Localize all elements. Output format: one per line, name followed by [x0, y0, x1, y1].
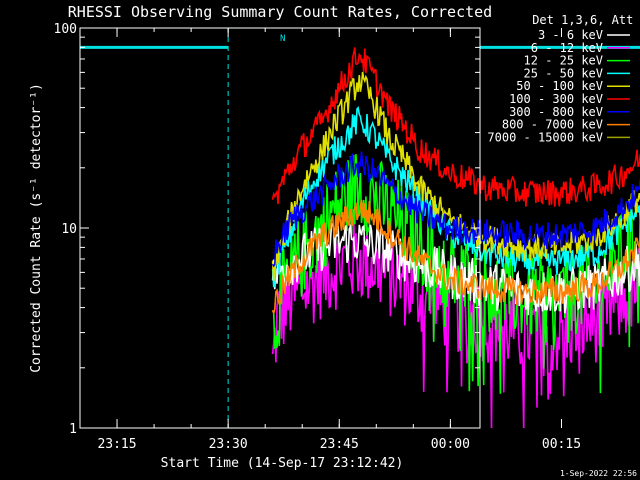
series-line-800-7000kev [271, 199, 640, 316]
series-line-100-300kev [271, 47, 640, 207]
series-line-3-6kev [271, 221, 640, 316]
series-line-25-50kev [271, 105, 640, 288]
y-axis-label: Corrected Count Rate (s⁻¹ detector⁻¹) [29, 83, 44, 373]
legend-label-4: 50 - 100 keV [516, 79, 603, 93]
legend-label-6: 300 - 800 keV [509, 105, 603, 119]
x-tick-label: 23:45 [320, 437, 359, 452]
legend-label-1: 6 - 12 keV [531, 41, 603, 55]
chart-title: RHESSI Observing Summary Count Rates, Co… [68, 3, 492, 21]
series-line-300-800kev [271, 151, 640, 268]
legend-label-2: 12 - 25 keV [524, 54, 603, 68]
x-tick-label: 00:15 [542, 437, 581, 452]
timestamp: 1-Sep-2022 22:56 [560, 469, 637, 478]
axes: 11010023:1523:3023:4500:0000:1500:3000:4… [54, 22, 582, 452]
y-tick-label: 10 [61, 222, 77, 237]
y-tick-label: 100 [54, 22, 77, 37]
x-tick-label: 23:30 [209, 437, 248, 452]
legend-label-7: 800 - 7000 keV [502, 118, 603, 132]
legend-header: Det 1,3,6, Att 0 [532, 13, 640, 27]
y-tick-label: 1 [69, 422, 77, 437]
legend-label-3: 25 - 50 keV [524, 66, 603, 80]
x-axis-label: Start Time (14-Sep-17 23:12:42) [161, 456, 404, 471]
legend-label-0: 3 - 6 keV [538, 28, 603, 42]
legend-label-8: 7000 - 15000 keV [487, 130, 603, 144]
x-tick-label: 23:15 [97, 437, 136, 452]
plot-area: N [79, 28, 640, 429]
legend-label-5: 100 - 300 keV [509, 92, 603, 106]
series-line-50-100kev [271, 71, 640, 281]
x-tick-label: 00:00 [431, 437, 470, 452]
annotation-0: N [280, 34, 285, 44]
